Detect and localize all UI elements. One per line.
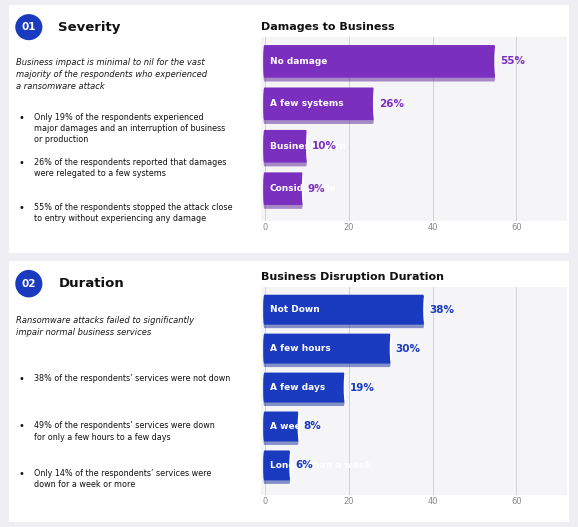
Circle shape [289,452,291,479]
Text: Only 19% of the respondents experienced
major damages and an interruption of bus: Only 19% of the respondents experienced … [34,113,225,144]
Circle shape [373,89,375,119]
Text: 38%: 38% [429,305,454,315]
Text: 9%: 9% [307,184,325,194]
Circle shape [302,174,304,204]
FancyBboxPatch shape [263,334,391,364]
Text: •: • [19,158,25,168]
Text: Severity: Severity [58,21,121,34]
Text: •: • [19,202,25,212]
Text: 26% of the respondents reported that damages
were relegated to a few systems: 26% of the respondents reported that dam… [34,158,226,178]
FancyBboxPatch shape [263,337,391,367]
Text: Not Down: Not Down [269,305,319,314]
Text: 55%: 55% [500,56,525,66]
Text: 55% of the respondents stopped the attack close
to entry without experiencing an: 55% of the respondents stopped the attac… [34,202,232,223]
Text: Business Disruption Duration: Business Disruption Duration [261,272,444,282]
FancyBboxPatch shape [263,49,495,82]
Circle shape [390,335,392,363]
Text: 10%: 10% [312,141,336,151]
Text: 01: 01 [21,22,36,32]
FancyBboxPatch shape [263,91,374,124]
Text: A few hours: A few hours [269,344,330,353]
Text: Ransomware attacks failed to significantly
impair normal business services: Ransomware attacks failed to significant… [17,316,195,337]
Circle shape [423,296,425,324]
Text: A few days: A few days [269,383,325,392]
Text: Only 14% of the respondents’ services were
down for a week or more: Only 14% of the respondents’ services we… [34,469,211,490]
FancyBboxPatch shape [263,87,374,120]
Text: Longer than a week: Longer than a week [269,461,370,470]
Text: •: • [19,113,25,122]
Circle shape [306,131,308,161]
Text: Duration: Duration [58,277,124,290]
Text: 26%: 26% [379,99,403,109]
FancyBboxPatch shape [263,295,424,325]
Text: •: • [19,422,25,431]
FancyBboxPatch shape [263,373,345,403]
FancyBboxPatch shape [263,451,290,481]
Circle shape [15,270,42,297]
FancyBboxPatch shape [263,176,303,209]
Circle shape [494,46,497,76]
FancyBboxPatch shape [263,376,345,406]
Text: Business down: Business down [269,142,345,151]
Text: Considerable: Considerable [269,184,336,193]
Text: 49% of the respondents’ services were down
for only a few hours to a few days: 49% of the respondents’ services were do… [34,422,214,442]
Text: •: • [19,374,25,384]
Text: 38% of the respondents’ services were not down: 38% of the respondents’ services were no… [34,374,230,383]
Text: A week: A week [269,422,306,431]
Text: 30%: 30% [395,344,420,354]
Text: 6%: 6% [295,461,313,471]
Text: Business impact is minimal to nil for the vast
majority of the respondents who e: Business impact is minimal to nil for th… [17,58,208,91]
FancyBboxPatch shape [263,45,495,77]
Text: Damages to Business: Damages to Business [261,22,395,32]
FancyBboxPatch shape [263,412,299,442]
Text: 02: 02 [21,279,36,289]
Circle shape [298,413,300,440]
FancyBboxPatch shape [263,415,299,445]
FancyBboxPatch shape [263,454,290,484]
FancyBboxPatch shape [263,298,424,328]
Text: 8%: 8% [303,422,321,432]
Text: •: • [19,469,25,479]
Circle shape [15,14,42,40]
FancyBboxPatch shape [263,172,303,205]
Text: A few systems: A few systems [269,99,343,109]
Circle shape [344,374,346,402]
FancyBboxPatch shape [263,130,307,162]
FancyBboxPatch shape [263,134,307,167]
Text: 19%: 19% [349,383,374,393]
Text: No damage: No damage [269,57,327,66]
